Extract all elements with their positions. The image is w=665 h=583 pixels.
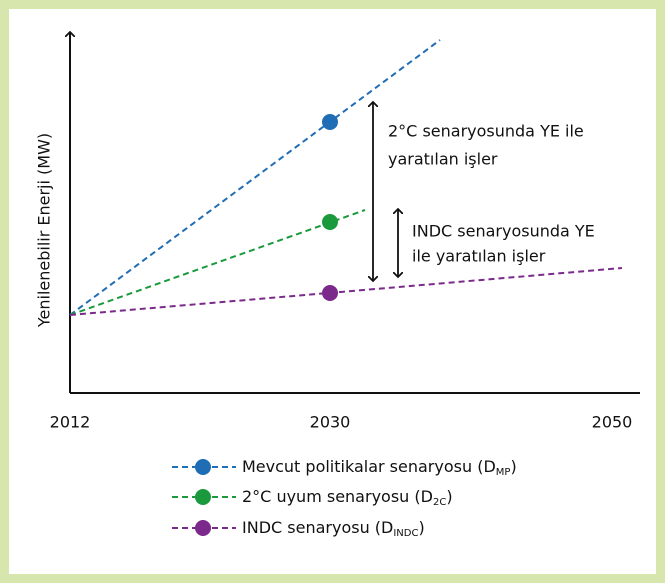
annotation: INDC senaryosunda YE (412, 222, 595, 241)
dot-indc (322, 285, 338, 301)
dot-2c (322, 214, 338, 230)
legend-dot (195, 520, 211, 536)
legend-dot (195, 459, 211, 475)
legend-label: Mevcut politikalar senaryosu (DMP) (242, 457, 517, 479)
x-tick-label: 2012 (50, 413, 91, 432)
legend-label: INDC senaryosu (DINDC) (242, 518, 425, 540)
legend-dot (195, 489, 211, 505)
annotation: ile yaratılan işler (412, 247, 546, 266)
annotation: yaratılan işler (388, 150, 498, 169)
legend: Mevcut politikalar senaryosu (DMP) 2°C u… (172, 457, 517, 540)
x-tick-label: 2050 (592, 413, 633, 432)
legend-label: 2°C uyum senaryosu (D2C) (242, 487, 453, 509)
line-2c (69, 209, 366, 316)
x-tick-label: 2030 (310, 413, 351, 432)
annotation: 2°C senaryosunda YE ile (388, 122, 584, 141)
line-mp (69, 39, 441, 316)
y-axis-label: Yenilenebilir Enerji (MW) (35, 133, 54, 328)
dot-mp (322, 114, 338, 130)
line-indc (69, 267, 623, 316)
